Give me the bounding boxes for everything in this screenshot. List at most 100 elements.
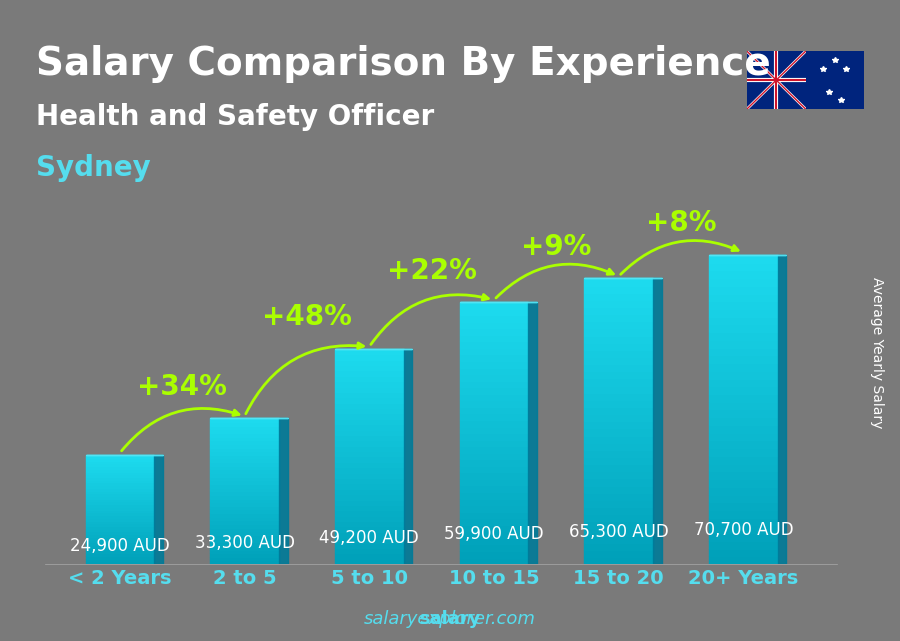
Bar bbox=[709, 417, 778, 425]
Bar bbox=[584, 328, 653, 336]
Bar bbox=[584, 300, 653, 307]
Bar bbox=[584, 386, 653, 393]
Bar bbox=[460, 538, 528, 544]
Bar bbox=[460, 342, 528, 348]
Bar bbox=[709, 440, 778, 448]
Bar bbox=[86, 512, 154, 515]
Bar bbox=[709, 549, 778, 556]
Bar bbox=[584, 378, 653, 386]
Bar bbox=[211, 517, 279, 520]
Bar bbox=[460, 315, 528, 322]
Bar bbox=[211, 437, 279, 440]
Bar bbox=[211, 480, 279, 484]
Bar bbox=[584, 435, 653, 443]
Bar bbox=[460, 348, 528, 354]
Bar bbox=[709, 503, 778, 510]
Bar bbox=[584, 543, 653, 550]
Bar bbox=[86, 523, 154, 526]
Bar bbox=[709, 387, 778, 394]
Bar bbox=[86, 501, 154, 504]
Bar bbox=[709, 301, 778, 309]
Bar bbox=[86, 469, 154, 472]
Text: salaryexplorer.com: salaryexplorer.com bbox=[364, 610, 536, 628]
Bar bbox=[86, 485, 154, 488]
Bar bbox=[86, 540, 154, 542]
Bar bbox=[460, 302, 528, 308]
Bar bbox=[335, 510, 403, 515]
Bar bbox=[460, 308, 528, 315]
Text: 70,700 AUD: 70,700 AUD bbox=[694, 521, 793, 539]
Bar bbox=[211, 510, 279, 513]
Bar bbox=[86, 548, 154, 551]
Polygon shape bbox=[778, 255, 787, 564]
Bar bbox=[584, 414, 653, 421]
Bar bbox=[460, 479, 528, 485]
Bar bbox=[86, 479, 154, 483]
Bar bbox=[211, 560, 279, 564]
Bar bbox=[709, 355, 778, 363]
Bar bbox=[211, 524, 279, 528]
Bar bbox=[211, 484, 279, 488]
Bar bbox=[335, 440, 403, 445]
Bar bbox=[335, 467, 403, 472]
Bar bbox=[584, 307, 653, 314]
Bar bbox=[86, 534, 154, 537]
Bar bbox=[709, 533, 778, 541]
Bar bbox=[335, 532, 403, 537]
Bar bbox=[335, 397, 403, 403]
Bar bbox=[709, 456, 778, 463]
Bar bbox=[584, 428, 653, 435]
Bar bbox=[335, 360, 403, 365]
Bar bbox=[211, 469, 279, 473]
Bar bbox=[86, 490, 154, 494]
Bar bbox=[211, 542, 279, 546]
Bar bbox=[335, 376, 403, 381]
Bar bbox=[709, 324, 778, 332]
Bar bbox=[584, 371, 653, 378]
Bar bbox=[460, 322, 528, 328]
Bar bbox=[709, 526, 778, 533]
Bar bbox=[211, 422, 279, 426]
Bar bbox=[86, 537, 154, 540]
Bar bbox=[211, 433, 279, 437]
Text: 24,900 AUD: 24,900 AUD bbox=[70, 537, 170, 555]
Bar bbox=[709, 370, 778, 379]
Bar bbox=[335, 408, 403, 413]
Bar bbox=[86, 551, 154, 553]
Bar bbox=[335, 349, 403, 354]
Bar bbox=[460, 361, 528, 367]
Bar bbox=[460, 551, 528, 558]
Bar bbox=[460, 407, 528, 413]
Bar bbox=[335, 505, 403, 510]
Bar bbox=[335, 451, 403, 456]
Bar bbox=[211, 458, 279, 462]
Bar bbox=[335, 445, 403, 451]
Bar bbox=[86, 518, 154, 520]
Bar bbox=[335, 429, 403, 435]
Bar bbox=[584, 450, 653, 457]
Bar bbox=[460, 367, 528, 374]
Bar bbox=[709, 410, 778, 417]
Bar bbox=[460, 394, 528, 401]
Bar bbox=[86, 542, 154, 545]
Text: +9%: +9% bbox=[521, 233, 591, 261]
Bar bbox=[460, 472, 528, 479]
Bar bbox=[335, 478, 403, 483]
Bar bbox=[709, 255, 778, 263]
Text: 65,300 AUD: 65,300 AUD bbox=[569, 523, 669, 541]
Bar bbox=[460, 525, 528, 531]
Bar bbox=[709, 263, 778, 271]
Bar bbox=[584, 286, 653, 293]
Bar bbox=[211, 520, 279, 524]
Bar bbox=[584, 336, 653, 343]
Bar bbox=[211, 455, 279, 458]
Bar bbox=[460, 426, 528, 433]
Bar bbox=[460, 531, 528, 538]
Bar bbox=[709, 494, 778, 503]
Bar bbox=[709, 340, 778, 347]
Bar bbox=[86, 562, 154, 564]
Bar bbox=[584, 293, 653, 300]
Bar bbox=[584, 514, 653, 521]
Bar bbox=[211, 466, 279, 469]
Bar bbox=[86, 529, 154, 531]
